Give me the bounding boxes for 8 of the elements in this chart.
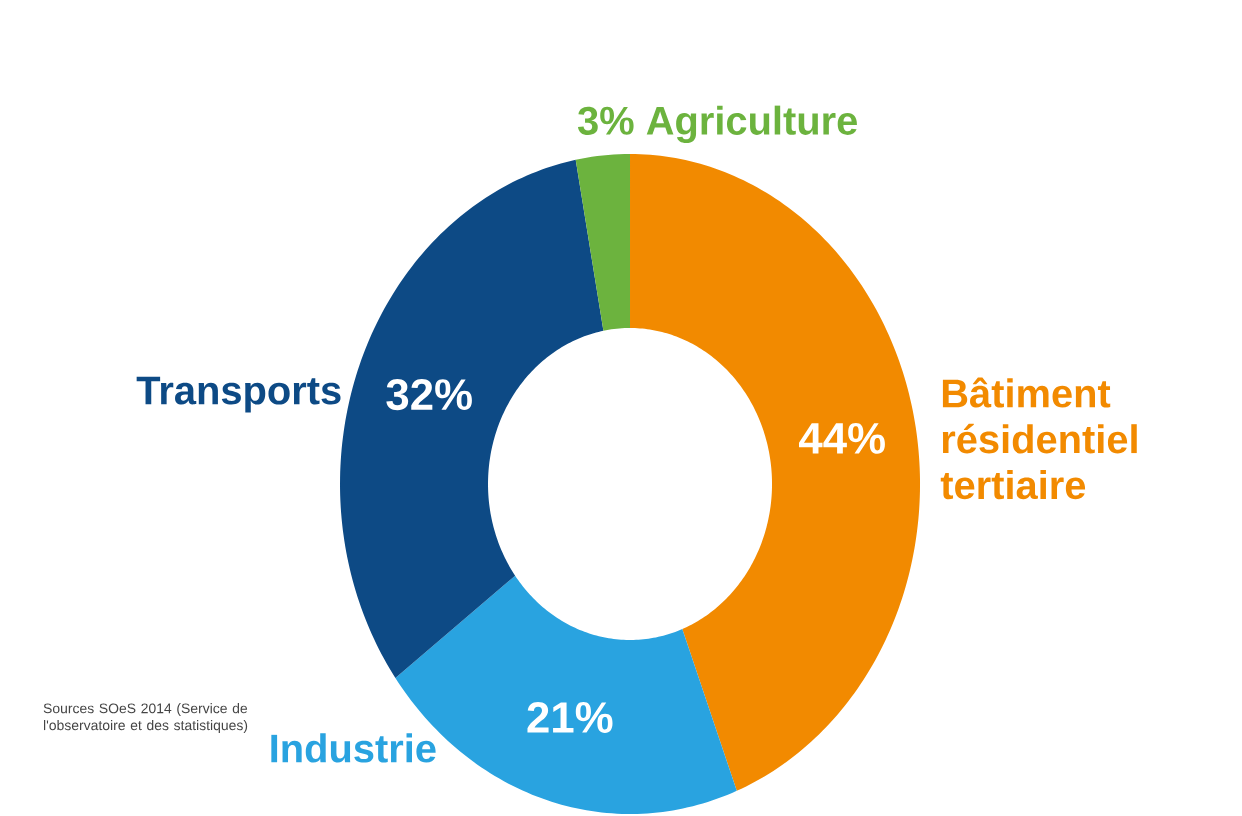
data-label: 44% <box>799 422 885 454</box>
data-label: 21% <box>527 701 613 733</box>
slice-label: Transports <box>136 376 341 413</box>
data-label: 3% <box>577 106 634 135</box>
data-label: 32% <box>386 379 472 411</box>
slice-label: Bâtiment résidentiel tertiaire <box>940 377 1137 500</box>
slice-label: Industrie <box>271 733 436 763</box>
slice-label: Agriculture <box>646 105 857 143</box>
